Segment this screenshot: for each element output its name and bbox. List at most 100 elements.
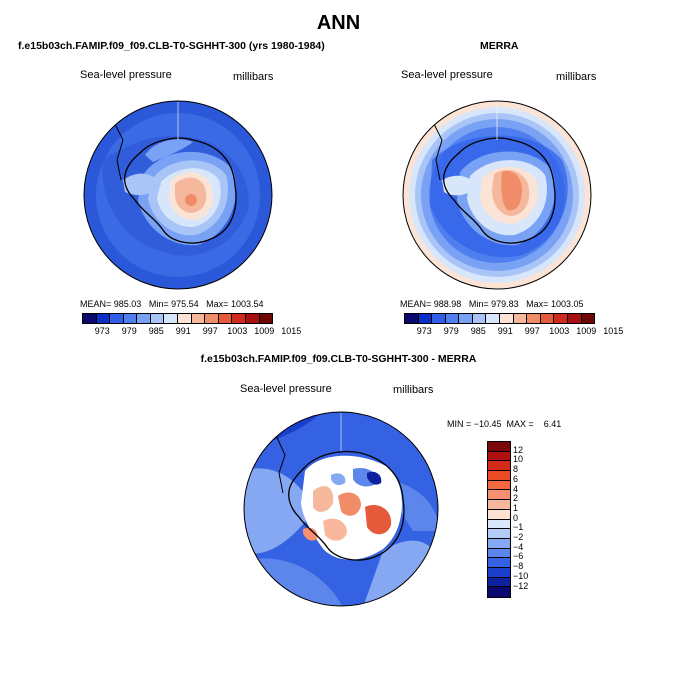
colorbar-swatch [83,314,97,323]
colorbar-swatch [488,577,510,588]
obs-max-label: Max= [526,299,549,309]
diff-slp-polar-map [243,411,439,607]
colorbar-swatch [137,314,151,323]
colorbar-tick-label: 0 [513,512,519,523]
colorbar-swatch [540,314,555,323]
colorbar-swatch [488,558,510,568]
colorbar-swatch [418,314,433,323]
colorbar-swatch [581,314,595,323]
colorbar-swatch [513,314,528,323]
obs-min-label: Min= [468,299,489,309]
diff-variable-label: Sea-level pressure [240,383,332,395]
model-panel-title: f.e15b03ch.FAMIP.f09_f09.CLB-T0-SGHHT-30… [18,40,325,52]
colorbar-tick-label: 1009 [576,326,597,336]
colorbar-swatch [488,500,510,510]
colorbar-tick-label: −4 [513,541,524,552]
colorbar-swatch [245,314,260,323]
colorbar-swatch [218,314,233,323]
colorbar-tick-label: 12 [513,444,524,455]
colorbar-swatch [488,538,510,549]
colorbar-swatch [259,314,273,323]
obs-colorbar [404,313,595,324]
colorbar-tick-label: −8 [513,561,524,572]
colorbar-tick-label: 1015 [281,326,302,336]
colorbar-tick-label: 985 [148,326,164,336]
colorbar-tick-label: 973 [94,326,110,336]
colorbar-tick-label: 8 [513,464,519,475]
colorbar-swatch [164,314,179,323]
colorbar-tick-label: 973 [416,326,432,336]
colorbar-swatch [445,314,460,323]
colorbar-tick-label: −2 [513,532,524,542]
colorbar-tick-label: 1015 [603,326,624,336]
obs-mean-value: 988.98 [433,299,462,309]
colorbar-swatch [488,471,510,481]
colorbar-tick-label: −10 [513,570,529,581]
colorbar-swatch [110,314,124,323]
colorbar-swatch [554,314,568,323]
model-max-value: 1003.54 [230,299,264,309]
colorbar-tick-label: 979 [121,326,137,336]
model-stats: MEAN= 985.03 Min= 975.54 Max= 1003.54 [80,299,263,309]
colorbar-swatch [178,314,192,323]
colorbar-swatch [488,567,510,578]
model-min-value: 975.54 [171,299,199,309]
colorbar-tick-label: 4 [513,483,519,494]
model-variable-label: Sea-level pressure [80,69,172,81]
obs-panel-title: MERRA [480,40,519,52]
model-min-label: Min= [148,299,169,309]
colorbar-tick-label: 997 [202,326,218,336]
colorbar-swatch [488,529,510,539]
colorbar-swatch [459,314,473,323]
colorbar-tick-label: 979 [443,326,459,336]
colorbar-swatch [205,314,219,323]
model-max-label: Max= [206,299,229,309]
colorbar-swatch [488,587,510,597]
diff-minmax: MIN = −10.45 MAX = 6.41 [447,419,562,429]
colorbar-tick-label: −6 [513,551,524,562]
colorbar-swatch [488,548,510,559]
colorbar-swatch [488,490,510,501]
colorbar-swatch [486,314,501,323]
obs-variable-label: Sea-level pressure [401,69,493,81]
diff-colorbar [487,441,511,598]
colorbar-swatch [488,519,510,530]
colorbar-swatch [405,314,419,323]
colorbar-swatch [500,314,514,323]
colorbar-swatch [488,451,510,462]
colorbar-swatch [472,314,487,323]
colorbar-swatch [232,314,246,323]
colorbar-swatch [527,314,541,323]
figure-title: ANN [316,12,361,34]
colorbar-swatch [123,314,138,323]
colorbar-swatch [432,314,446,323]
colorbar-swatch [488,442,510,452]
obs-units-label: millibars [556,71,597,83]
colorbar-swatch [191,314,206,323]
colorbar-tick-label: −12 [513,580,529,591]
model-colorbar [82,313,273,324]
colorbar-swatch [150,314,165,323]
colorbar-swatch [567,314,582,323]
colorbar-tick-label: 6 [513,473,519,484]
obs-mean-label: MEAN= [400,299,432,309]
obs-stats: MEAN= 988.98 Min= 979.83 Max= 1003.05 [400,299,583,309]
colorbar-swatch [488,461,510,472]
diff-colorbar-labels: 12 10 8 6 4 2 1 0 −1 −2 −4 −6 −8 −10 −12 [513,441,543,601]
colorbar-tick-label: 985 [470,326,486,336]
model-colorbar-labels: 973 979 985 991 997 1003 1009 1015 [82,326,302,338]
diff-panel-title: f.e15b03ch.FAMIP.f09_f09.CLB-T0-SGHHT-30… [200,353,477,365]
model-slp-polar-map [83,100,273,290]
obs-min-value: 979.83 [491,299,519,309]
obs-slp-polar-map [402,100,592,290]
colorbar-tick-label: 1003 [227,326,248,336]
colorbar-tick-label: 1003 [549,326,570,336]
colorbar-tick-label: 1 [513,502,519,513]
colorbar-swatch [96,314,111,323]
colorbar-tick-label: 2 [513,493,519,504]
colorbar-swatch [488,480,510,491]
colorbar-swatch [488,509,510,520]
colorbar-tick-label: 997 [524,326,540,336]
colorbar-tick-label: 991 [175,326,191,336]
diff-units-label: millibars [393,384,434,396]
